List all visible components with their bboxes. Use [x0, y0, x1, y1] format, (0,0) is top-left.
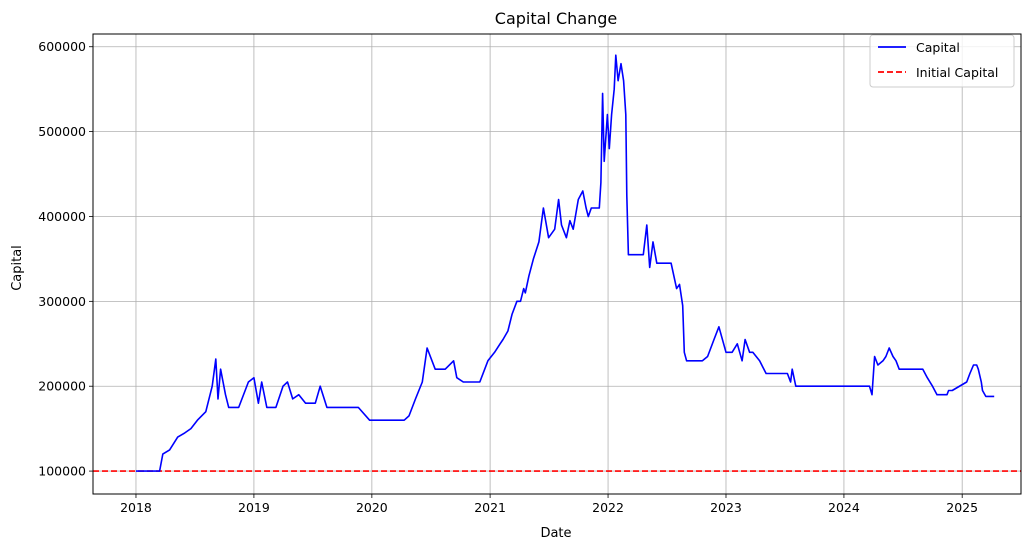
y-axis-label: Capital: [10, 245, 25, 291]
legend: Capital Initial Capital: [869, 34, 1015, 88]
y-tick-label: 400000: [38, 209, 86, 224]
x-tick-label: 2023: [710, 500, 742, 515]
y-tick-label: 500000: [38, 124, 86, 139]
x-axis-ticks: 2018 2019 2020 2021 2022 2023 2024 2025: [120, 494, 978, 515]
x-tick-label: 2025: [946, 500, 978, 515]
y-tick-label: 200000: [38, 379, 86, 394]
x-axis-label: Date: [540, 526, 571, 541]
legend-capital-label: Capital: [916, 40, 960, 55]
legend-box: [869, 34, 1015, 88]
plot-frame: [92, 33, 1022, 495]
capital-line: [136, 54, 995, 472]
capital-line-group: [136, 54, 995, 472]
y-tick-label: 300000: [38, 294, 86, 309]
x-tick-label: 2018: [120, 500, 152, 515]
x-tick-label: 2022: [592, 500, 624, 515]
y-axis-ticks: 100000 200000 300000 400000 500000 600000: [38, 39, 93, 479]
x-tick-label: 2019: [238, 500, 270, 515]
x-tick-label: 2021: [474, 500, 506, 515]
legend-initial-capital-label: Initial Capital: [916, 65, 998, 80]
chart-title: Capital Change: [495, 9, 617, 28]
y-tick-label: 100000: [38, 464, 86, 479]
x-tick-label: 2024: [828, 500, 860, 515]
x-tick-label: 2020: [356, 500, 388, 515]
y-tick-label: 600000: [38, 39, 86, 54]
